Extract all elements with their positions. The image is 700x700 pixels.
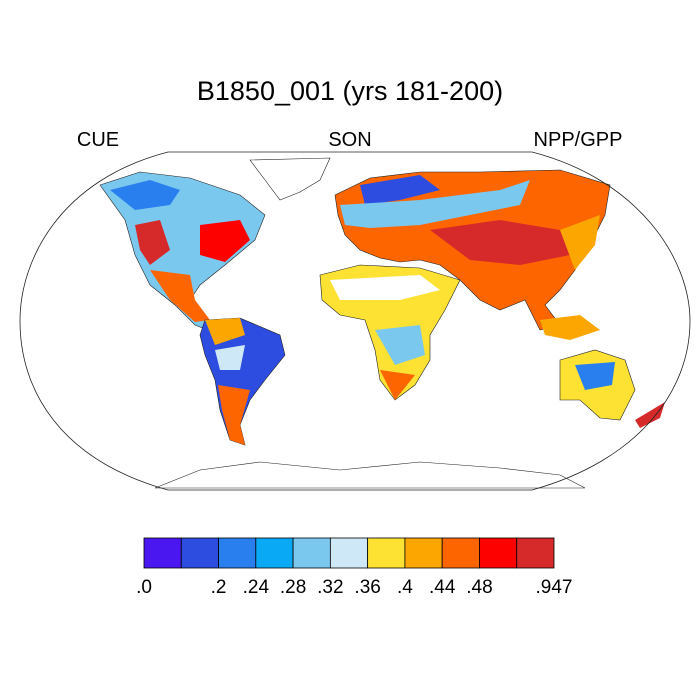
land (135, 220, 170, 265)
land (150, 270, 210, 322)
land (330, 275, 440, 300)
land (249, 157, 331, 201)
land (560, 215, 600, 270)
center-label: SON (328, 129, 371, 151)
land (205, 318, 245, 345)
colorbar-box (180, 537, 219, 569)
land (380, 370, 415, 400)
colorbar-box (516, 537, 555, 569)
land (430, 220, 570, 265)
colorbar-label: .0 (136, 577, 152, 598)
colorbar-label: .2 (211, 577, 227, 598)
land (340, 180, 530, 228)
colorbar-label: .36 (354, 577, 380, 598)
colorbar-box (292, 537, 331, 569)
land (375, 325, 425, 365)
colorbar-box (143, 537, 182, 569)
land (218, 385, 250, 445)
colorbar-label: .4 (397, 577, 413, 598)
colorbar-label: .48 (466, 577, 492, 598)
colorbar-box (441, 537, 480, 569)
land (635, 402, 665, 428)
right-label: NPP/GPP (534, 129, 623, 151)
title: B1850_001 (yrs 181-200) (197, 76, 503, 106)
land (360, 175, 440, 205)
left-label: CUE (77, 129, 119, 151)
colorbar-box (218, 537, 257, 569)
colorbar-box (329, 537, 369, 569)
land (215, 345, 245, 370)
colorbar-label: .947 (536, 577, 573, 598)
colorbar-box (404, 537, 443, 569)
map (19, 151, 691, 491)
land (110, 180, 180, 210)
colorbar-box (479, 537, 518, 569)
colorbar-label: .24 (243, 577, 270, 598)
colorbar-label: .32 (317, 577, 343, 598)
land (200, 220, 250, 262)
land (575, 362, 615, 390)
land (540, 315, 600, 340)
colorbar-label: .44 (429, 577, 456, 598)
colorbar-box (255, 537, 294, 569)
colorbar-label: .28 (280, 577, 306, 598)
land (154, 461, 586, 489)
colorbar: .0 .2 .24 .28 .32 .36 .4 .44 .48 .947 (136, 537, 573, 598)
map-frame (19, 151, 691, 491)
colorbar-box (367, 537, 406, 569)
